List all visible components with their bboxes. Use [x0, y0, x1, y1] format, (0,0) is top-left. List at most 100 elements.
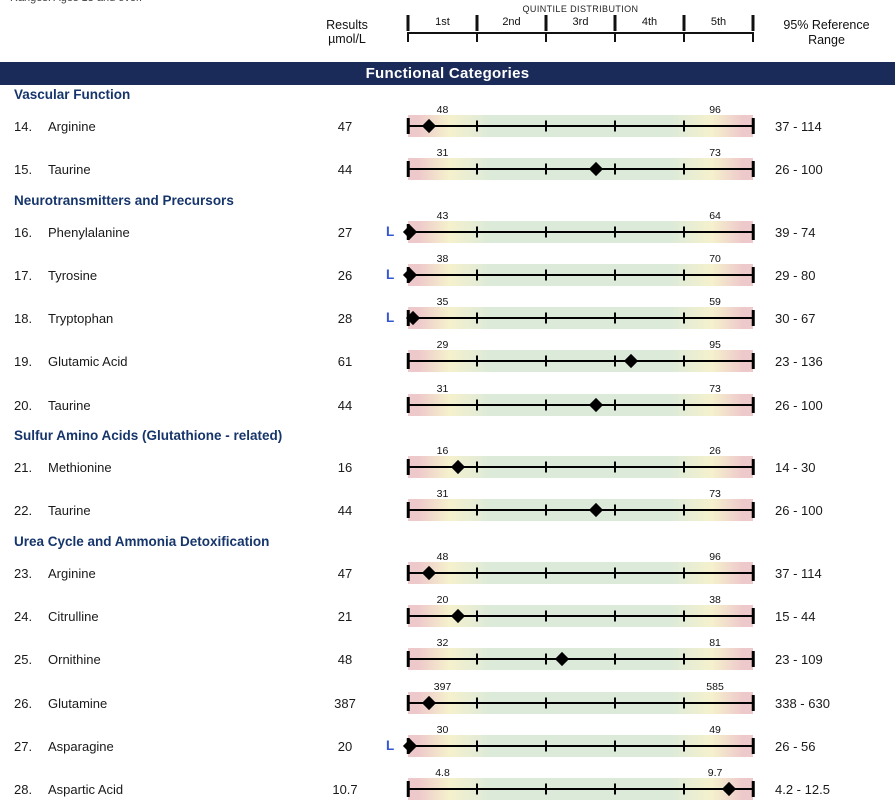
quintile-bar-tick	[476, 312, 478, 324]
reference-range: 4.2 - 12.5	[775, 782, 830, 798]
analyte-row: 20. Taurine 44 31 73 26 - 100	[0, 383, 895, 427]
quintile-bar-tick	[614, 461, 616, 473]
quintile-low-value: 31	[436, 147, 449, 160]
quintile-bar-tick	[545, 461, 547, 473]
quintile-high-value: 26	[709, 445, 721, 458]
quintile-bar-tick	[545, 697, 547, 709]
quintile-bar: 397 585	[406, 681, 755, 714]
reference-range: 30 - 67	[775, 311, 816, 327]
reference-label-line2: Range	[808, 33, 845, 47]
quintile-bar: 48 96	[406, 551, 755, 584]
quintile-bar-tick	[476, 399, 478, 411]
result-marker-diamond	[402, 738, 417, 753]
quintile-header-tick	[475, 15, 479, 31]
quintile-bar-tick	[545, 740, 547, 752]
quintile-bar: 16 26	[406, 445, 755, 479]
analyte-number: 17.	[14, 267, 33, 283]
quintile-bar-line	[408, 168, 753, 171]
results-unit: µmol/L	[328, 32, 366, 46]
quintile-distribution-title: QUINTILE DISTRIBUTION	[522, 4, 639, 14]
quintile-high-value: 81	[709, 637, 721, 650]
quintile-bar-line	[408, 403, 753, 406]
quintile-bar-tick	[683, 653, 685, 665]
quintile-bar-line	[408, 466, 753, 469]
report-body: Vascular Function 14. Arginine 47 48 96 37 - 1…	[0, 86, 895, 811]
analyte-row: 26. Glutamine 387 397 585 338 - 630	[0, 681, 895, 725]
quintile-low-value: 16	[436, 445, 449, 458]
quintile-bar-tick	[476, 610, 478, 622]
quintile-high-value: 73	[709, 382, 721, 395]
quintile-bar-tick	[614, 653, 616, 665]
result-marker-diamond	[554, 652, 569, 667]
quintile-bar-tick	[683, 697, 685, 709]
quintile-bar-tick	[476, 120, 478, 132]
analyte-name: Aspartic Acid	[48, 782, 124, 798]
quintile-high-value: 38	[709, 593, 721, 606]
quintile-bar-tick	[614, 399, 616, 411]
quintile-bar-end-tick	[751, 223, 755, 240]
analyte-result-value: 26	[337, 267, 353, 283]
quintile-header-tick	[751, 15, 755, 31]
quintile-low-value: 20	[436, 593, 449, 606]
quintile-bar-end-tick	[751, 737, 755, 754]
analyte-row: 23. Arginine 47 48 96 37 - 114	[0, 551, 895, 595]
analyte-row: 19. Glutamic Acid 61 29 95 23 - 136	[0, 339, 895, 383]
reference-range: 37 - 114	[775, 119, 822, 134]
results-label: Results	[326, 18, 368, 32]
quintile-bar-end-tick	[406, 396, 410, 413]
quintile-bar-tick	[545, 312, 547, 324]
quintile-low-value: 43	[436, 209, 449, 222]
analyte-result-value: 21	[337, 608, 353, 624]
low-flag: L	[386, 310, 395, 326]
quintile-bar: 4.8 9.7	[406, 767, 755, 801]
section-title: Sulfur Amino Acids (Glutathione - relate…	[14, 428, 283, 444]
quintile-bar: 32 81	[406, 637, 755, 671]
quintile-bar-line	[408, 658, 753, 661]
low-flag: L	[386, 737, 395, 753]
quintile-bar-tick	[614, 610, 616, 622]
quintile-bar-tick	[683, 783, 685, 795]
quintile-bar-end-tick	[406, 459, 410, 476]
analyte-row: 17. Tyrosine 26 L 38 70 29 - 80	[0, 253, 895, 297]
quintile-bar: 48 96	[406, 104, 755, 137]
quintile-bar-tick	[545, 783, 547, 795]
quintile-bar-tick	[545, 269, 547, 281]
quintile-baseline	[407, 32, 754, 43]
result-marker-diamond	[421, 118, 436, 134]
result-marker-diamond	[588, 162, 604, 177]
result-marker-diamond	[623, 354, 638, 369]
analyte-number: 24.	[14, 608, 33, 624]
quintile-bar-line	[408, 317, 753, 320]
analyte-result-value: 27	[337, 224, 353, 240]
low-flag: L	[386, 266, 395, 282]
quintile-bar-tick	[476, 504, 478, 516]
analyte-result-value: 387	[334, 695, 356, 711]
quintile-bar: 31 73	[406, 383, 755, 416]
quintile-bar: 31 73	[406, 488, 755, 522]
quintile-high-value: 73	[709, 147, 721, 160]
quintile-bar-tick	[683, 226, 685, 238]
analyte-number: 27.	[14, 738, 33, 754]
quintile-bar-tick	[683, 355, 685, 367]
quintile-bar-tick	[683, 610, 685, 622]
result-marker-diamond	[450, 608, 466, 624]
analyte-name: Ornithine	[48, 652, 101, 668]
quintile-bar-tick	[545, 567, 547, 579]
quintile-bar-end-tick	[751, 459, 755, 476]
analyte-name: Taurine	[48, 503, 91, 519]
quintile-bar-tick	[476, 740, 478, 752]
quintile-header-tick	[544, 15, 548, 31]
quintile-bar-tick	[476, 226, 478, 238]
quintile-low-value: 31	[436, 382, 449, 395]
quintile-bar-end-tick	[751, 694, 755, 711]
quintile-bar-tick	[614, 226, 616, 238]
analyte-name: Taurine	[48, 162, 91, 178]
quintile-bar-end-tick	[751, 396, 755, 413]
analyte-number: 18.	[14, 311, 33, 327]
quintile-bar-tick	[683, 461, 685, 473]
analyte-name: Taurine	[48, 397, 91, 413]
analyte-row: 22. Taurine 44 31 73 26 - 100	[0, 488, 895, 532]
quintile-baseline-tick	[683, 32, 685, 42]
quintile-bar: 31 73	[406, 147, 755, 181]
quintile-bar-tick	[683, 120, 685, 132]
